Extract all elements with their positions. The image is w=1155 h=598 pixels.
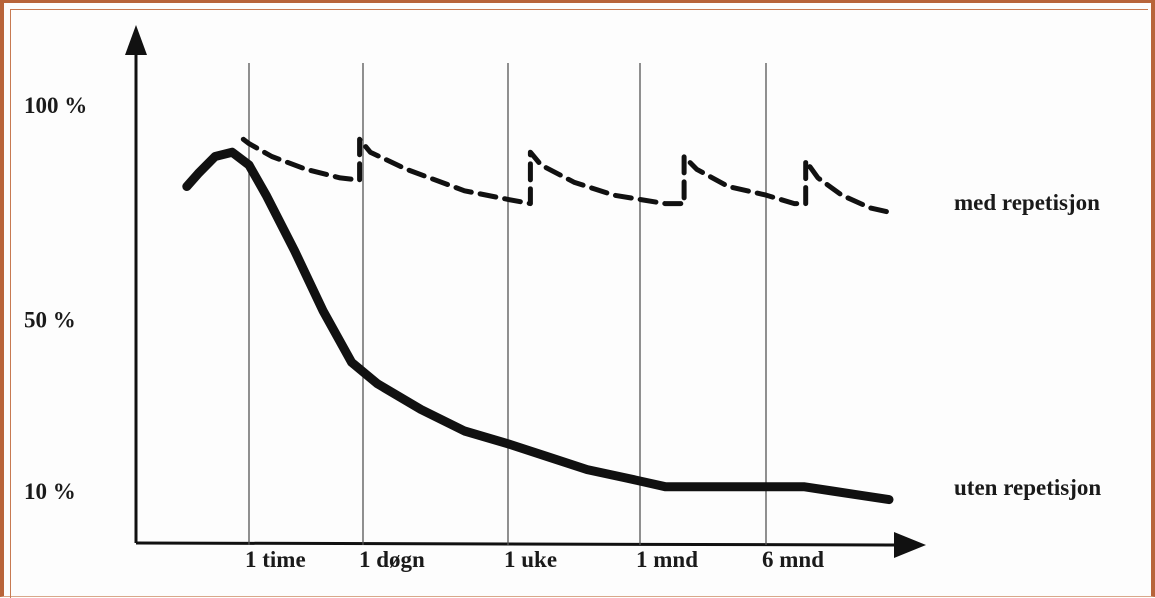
vertical-gridlines <box>248 63 767 545</box>
dashed-series-line <box>240 136 892 215</box>
x-tick-labels: 1 time 1 døgn 1 uke 1 mnd 6 mnd <box>245 547 824 572</box>
y-tick-labels: 100 % 50 % 10 % <box>24 93 87 504</box>
series-label: uten repetisjon <box>954 475 1101 500</box>
series-lines <box>182 136 894 505</box>
retention-chart: 100 % 50 % 10 % 1 time 1 døgn 1 uke 1 mnd 6 mn… <box>24 25 1101 572</box>
y-tick-label: 50 % <box>24 307 76 332</box>
y-tick-label: 100 % <box>24 93 87 118</box>
series-label: med repetisjon <box>954 190 1100 215</box>
x-axis-arrow-icon <box>894 532 926 558</box>
x-tick-label: 6 mnd <box>762 547 824 572</box>
y-axis-arrow-icon <box>125 25 147 55</box>
series-labels: med repetisjon uten repetisjon <box>954 190 1101 500</box>
x-axis <box>135 541 895 547</box>
x-tick-label: 1 mnd <box>636 547 698 572</box>
x-tick-label: 1 time <box>245 547 306 572</box>
figure-inner-border <box>10 9 1148 598</box>
solid-series-line <box>182 147 894 505</box>
x-tick-label: 1 døgn <box>359 547 425 572</box>
x-tick-label: 1 uke <box>504 547 557 572</box>
y-tick-label: 10 % <box>24 479 76 504</box>
